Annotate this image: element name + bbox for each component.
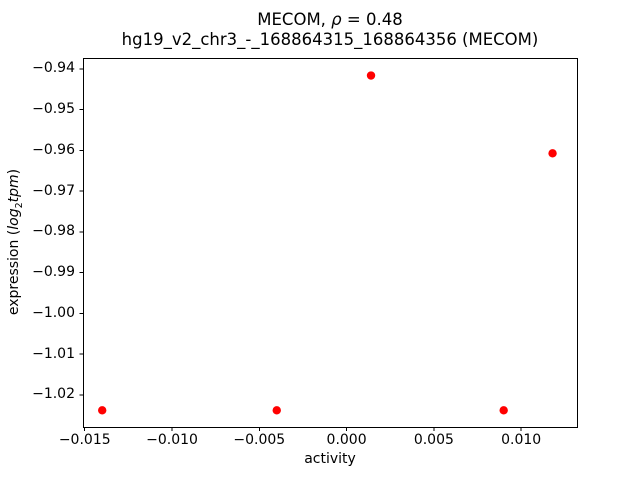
title-rho-value: = 0.48 (341, 10, 403, 29)
y-tick-label: −1.02 (32, 386, 75, 403)
data-point (499, 406, 508, 415)
x-tick-label: 0.010 (501, 432, 542, 448)
axes-frame (83, 58, 578, 428)
chart-title-line1: MECOM, ρ = 0.48 (257, 10, 402, 30)
rho-symbol: ρ (331, 10, 342, 29)
title-gene: MECOM, (257, 10, 332, 29)
y-tick-label: −0.94 (32, 60, 75, 77)
y-tick-label: −1.00 (32, 304, 75, 321)
x-tick-label: 0.005 (413, 432, 454, 448)
y-tick-label: −0.98 (32, 223, 75, 240)
x-tick-label: −0.010 (146, 432, 198, 448)
ylabel-suffix: ) (6, 168, 23, 175)
chart-title-line2: hg19_v2_chr3_-_168864315_168864356 (MECO… (121, 30, 539, 49)
x-tick-label: 0.000 (326, 432, 367, 448)
y-tick-label: −1.01 (32, 345, 75, 362)
x-tick-label: −0.015 (58, 432, 111, 448)
data-point (98, 406, 107, 415)
data-point (366, 71, 376, 80)
data-point (548, 149, 557, 158)
x-axis-label: activity (304, 451, 356, 467)
y-tick-label: −0.97 (32, 182, 75, 199)
x-tick-label: −0.005 (233, 432, 286, 448)
y-tick-label: −0.95 (32, 101, 75, 118)
data-point (272, 406, 281, 415)
ylabel-subscript: 2 (13, 202, 25, 209)
y-tick-label: −0.96 (32, 141, 75, 158)
y-tick-label: −0.99 (32, 264, 75, 281)
